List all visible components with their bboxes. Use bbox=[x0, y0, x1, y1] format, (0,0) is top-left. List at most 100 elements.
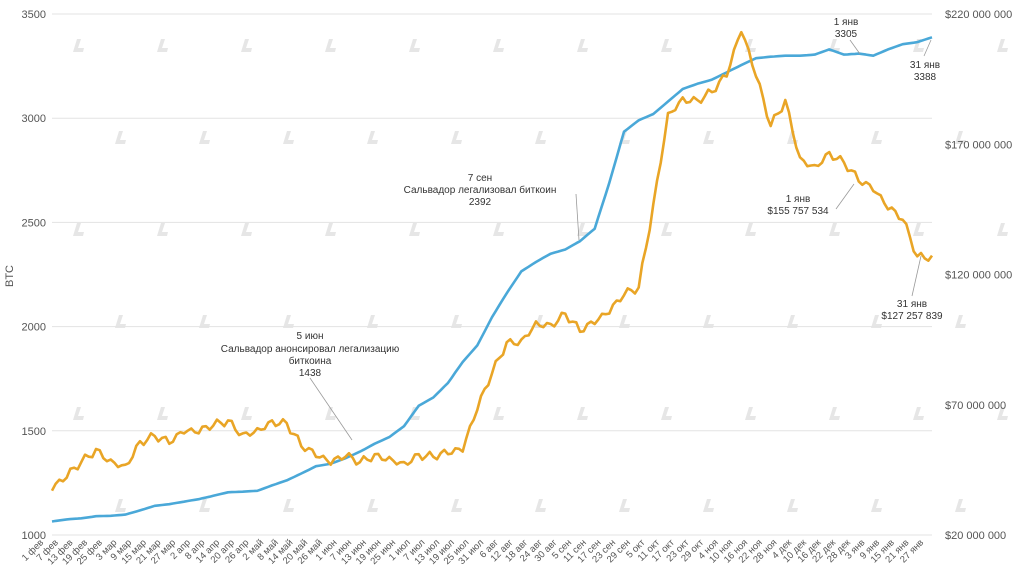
watermark-logo-icon bbox=[409, 223, 420, 236]
watermark-logo-icon bbox=[241, 39, 252, 52]
watermark-logo-icon bbox=[157, 39, 168, 52]
watermark-logo-icon bbox=[997, 223, 1008, 236]
watermark-logo-icon bbox=[577, 223, 588, 236]
annotation-leader-1-jan-usd bbox=[835, 183, 855, 210]
y-axis-label: BTC bbox=[4, 265, 16, 287]
watermark-logo-icon bbox=[871, 499, 882, 512]
watermark-logo-icon bbox=[493, 407, 504, 420]
watermark-logo-icon bbox=[199, 315, 210, 328]
watermark-logo-icon bbox=[661, 39, 672, 52]
annotation-5-jun-value: 1438 bbox=[299, 368, 322, 379]
right-tick-label: $20 000 000 bbox=[945, 530, 1006, 542]
annotation-1-jan-btc-title: 1 янв bbox=[834, 17, 859, 28]
watermark-logo-icon bbox=[871, 315, 882, 328]
watermark-logo-icon bbox=[661, 407, 672, 420]
watermark-logo-icon bbox=[325, 223, 336, 236]
annotation-leader-31-jan-btc bbox=[923, 39, 932, 57]
left-tick-label: 2500 bbox=[22, 217, 46, 229]
left-tick-label: 2000 bbox=[22, 322, 46, 334]
series-line-btc bbox=[51, 36, 933, 523]
annotation-31-jan-usd-title: 31 янв bbox=[897, 299, 927, 310]
annotation-31-jan-btc-title: 31 янв bbox=[910, 60, 940, 71]
watermark-logo-icon bbox=[73, 39, 84, 52]
right-axis: $20 000 000 $70 000 000 $120 000 000 $170 0… bbox=[945, 9, 1012, 542]
watermark-logo-icon bbox=[283, 315, 294, 328]
watermark-logo-icon bbox=[703, 499, 714, 512]
watermark-logo-icon bbox=[367, 131, 378, 144]
watermark-logo-icon bbox=[283, 499, 294, 512]
annotation-5-jun-text2: биткоина bbox=[289, 355, 332, 367]
watermark-logo-icon bbox=[829, 39, 840, 52]
right-tick-label: $120 000 000 bbox=[945, 270, 1012, 282]
watermark-logo-icon bbox=[199, 131, 210, 144]
annotation-leader-5-jun bbox=[309, 377, 353, 441]
watermark-logo-icon bbox=[451, 315, 462, 328]
annotation-leader-7-sep bbox=[575, 193, 580, 241]
watermark-logo-icon bbox=[409, 39, 420, 52]
watermark-logo-icon bbox=[283, 131, 294, 144]
annotation-5-jun-title: 5 июн bbox=[297, 331, 324, 342]
watermark-logo-icon bbox=[367, 315, 378, 328]
watermark-logo-icon bbox=[787, 315, 798, 328]
series-layer bbox=[50, 30, 934, 523]
left-tick-label: 1500 bbox=[22, 426, 46, 438]
watermark-logo-icon bbox=[703, 131, 714, 144]
watermark-logo-icon bbox=[535, 131, 546, 144]
annotation-1-jan-usd-title: 1 янв bbox=[786, 194, 811, 205]
annotation-7-sep-text: Сальвадор легализовал биткоин bbox=[404, 184, 557, 196]
watermark-logo-icon bbox=[367, 499, 378, 512]
watermark-logo-icon bbox=[619, 499, 630, 512]
watermark-logo-icon bbox=[325, 407, 336, 420]
watermark-logo-icon bbox=[73, 407, 84, 420]
annotation-7-sep-title: 7 сен bbox=[468, 173, 492, 184]
right-tick-label: $170 000 000 bbox=[945, 139, 1012, 151]
watermark-logo-icon bbox=[325, 39, 336, 52]
watermark-logo-icon bbox=[115, 499, 126, 512]
watermark-logo-icon bbox=[73, 223, 84, 236]
right-tick-label: $70 000 000 bbox=[945, 400, 1006, 412]
watermark-logo-icon bbox=[451, 131, 462, 144]
watermark-logo-icon bbox=[829, 223, 840, 236]
watermark-logo-icon bbox=[955, 131, 966, 144]
watermark-logo-icon bbox=[913, 407, 924, 420]
watermark-logo-icon bbox=[997, 407, 1008, 420]
watermark-logo-icon bbox=[661, 223, 672, 236]
watermark-logo-icon bbox=[955, 315, 966, 328]
watermark-logo-icon bbox=[577, 39, 588, 52]
watermark-logo-icon bbox=[787, 499, 798, 512]
annotation-1-jan-usd-value: $155 757 534 bbox=[767, 206, 829, 217]
gridlines bbox=[52, 13, 932, 536]
watermark-layer bbox=[73, 39, 1008, 512]
watermark-logo-icon bbox=[157, 407, 168, 420]
watermark-logo-icon bbox=[241, 223, 252, 236]
annotation-leader-31-jan-usd bbox=[911, 255, 922, 297]
annotation-leader-1-jan-btc bbox=[849, 39, 861, 55]
series-line-usd bbox=[50, 30, 934, 492]
watermark-logo-icon bbox=[997, 39, 1008, 52]
watermark-logo-icon bbox=[829, 407, 840, 420]
watermark-logo-icon bbox=[745, 223, 756, 236]
watermark-logo-icon bbox=[871, 131, 882, 144]
watermark-logo-icon bbox=[955, 499, 966, 512]
annotation-1-jan-btc-value: 3305 bbox=[835, 29, 858, 40]
annotation-31-jan-usd-value: $127 257 839 bbox=[881, 311, 943, 322]
left-axis: 1000 1500 2000 2500 3000 3500 bbox=[22, 9, 46, 542]
watermark-logo-icon bbox=[199, 499, 210, 512]
watermark-logo-icon bbox=[451, 499, 462, 512]
watermark-logo-icon bbox=[619, 315, 630, 328]
right-tick-label: $220 000 000 bbox=[945, 9, 1012, 21]
watermark-logo-icon bbox=[493, 223, 504, 236]
annotation-7-sep-value: 2392 bbox=[469, 197, 492, 208]
left-tick-label: 1000 bbox=[22, 530, 46, 542]
annotation-5-jun-text: Сальвадор анонсировал легализацию bbox=[221, 344, 400, 355]
left-tick-label: 3000 bbox=[22, 113, 46, 125]
watermark-logo-icon bbox=[913, 223, 924, 236]
watermark-logo-icon bbox=[115, 315, 126, 328]
watermark-logo-icon bbox=[913, 39, 924, 52]
watermark-logo-icon bbox=[745, 407, 756, 420]
left-tick-label: 3500 bbox=[22, 9, 46, 21]
watermark-logo-icon bbox=[241, 407, 252, 420]
watermark-logo-icon bbox=[535, 499, 546, 512]
watermark-logo-icon bbox=[157, 223, 168, 236]
